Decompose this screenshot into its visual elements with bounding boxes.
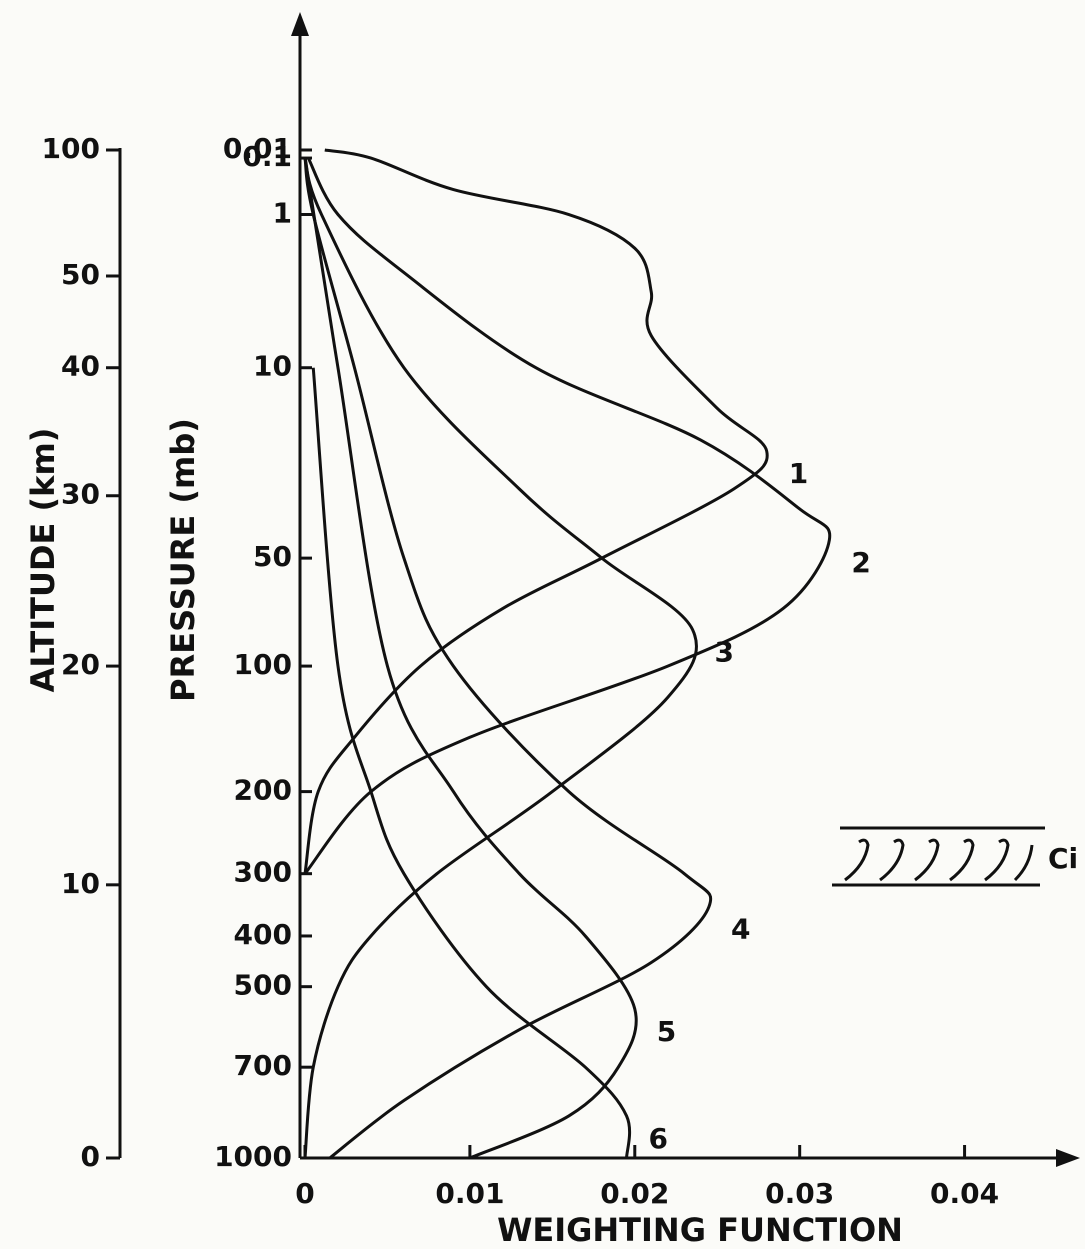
curve-label: 3 xyxy=(715,635,734,668)
curve-label: 1 xyxy=(789,457,808,490)
x-axis-arrow xyxy=(1056,1149,1080,1167)
x-tick-label: 0.03 xyxy=(765,1177,834,1210)
curve-label: 2 xyxy=(851,546,870,579)
weighting-curve xyxy=(303,157,832,875)
y-tick-label: 400 xyxy=(234,918,292,951)
y-axis-title: PRESSURE (mb) xyxy=(164,418,202,702)
x-tick-label: 0.04 xyxy=(930,1177,999,1210)
y-tick-label: 200 xyxy=(234,774,292,807)
y-tick-label: 10 xyxy=(253,350,292,383)
y2-tick-label: 30 xyxy=(61,478,100,511)
y2-tick-label: 20 xyxy=(61,648,100,681)
y-tick-label: 500 xyxy=(234,969,292,1002)
y-tick-label: 50 xyxy=(253,540,292,573)
y-tick-label: 1 xyxy=(273,197,292,230)
y-axis-arrow xyxy=(291,12,309,36)
y-tick-label: 700 xyxy=(234,1049,292,1082)
y2-tick-label: 50 xyxy=(61,258,100,291)
weighting-curve xyxy=(311,367,632,1159)
y-tick-label: 1000 xyxy=(214,1140,292,1173)
x-tick-label: 0.01 xyxy=(435,1177,504,1210)
y-tick-label: 0.1 xyxy=(242,140,292,173)
annotation: Ci xyxy=(1048,842,1078,875)
weighting-curve xyxy=(303,157,713,1160)
y2-tick-label: 10 xyxy=(61,867,100,900)
y2-tick-label: 40 xyxy=(61,350,100,383)
weighting-curve xyxy=(303,157,698,1159)
x-tick-label: 0.02 xyxy=(600,1177,669,1210)
curve-label: 6 xyxy=(649,1122,668,1155)
y2-tick-label: 0 xyxy=(81,1140,100,1173)
x-tick-label: 0 xyxy=(295,1177,314,1210)
cirrus-symbol xyxy=(832,826,1045,887)
y-tick-label: 0.01 xyxy=(223,132,292,165)
weighting-curve xyxy=(303,157,638,1160)
curve-label: 5 xyxy=(657,1015,676,1048)
y2-tick-label: 100 xyxy=(42,132,100,165)
y-tick-label: 100 xyxy=(234,648,292,681)
y-tick-label: 300 xyxy=(234,856,292,889)
x-axis-title: WEIGHTING FUNCTION xyxy=(497,1211,903,1249)
weighting-curve xyxy=(303,148,769,874)
curve-label: 4 xyxy=(731,913,750,946)
y2-axis-title: ALTITUDE (km) xyxy=(24,428,62,693)
